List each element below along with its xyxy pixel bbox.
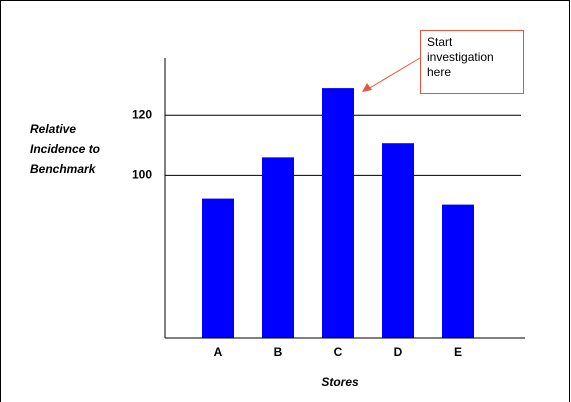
bar bbox=[382, 143, 414, 338]
x-tick-label: D bbox=[394, 345, 403, 359]
y-tick-label: 100 bbox=[132, 168, 152, 182]
bar bbox=[322, 88, 354, 338]
bar bbox=[262, 157, 294, 338]
y-tick-label: 120 bbox=[132, 107, 152, 121]
bar bbox=[202, 198, 234, 338]
x-axis-label: Stores bbox=[321, 375, 359, 389]
x-tick-label: B bbox=[274, 345, 283, 359]
x-tick-label: A bbox=[214, 345, 223, 359]
x-tick-label: C bbox=[334, 345, 343, 359]
bar bbox=[442, 204, 474, 338]
x-tick-label: E bbox=[454, 345, 462, 359]
arrow-head bbox=[362, 83, 372, 92]
annotation-arrow bbox=[367, 57, 421, 90]
annotation: Start investigation here bbox=[420, 30, 524, 94]
y-axis-label: Relative Incidence to Benchmark bbox=[30, 122, 101, 176]
